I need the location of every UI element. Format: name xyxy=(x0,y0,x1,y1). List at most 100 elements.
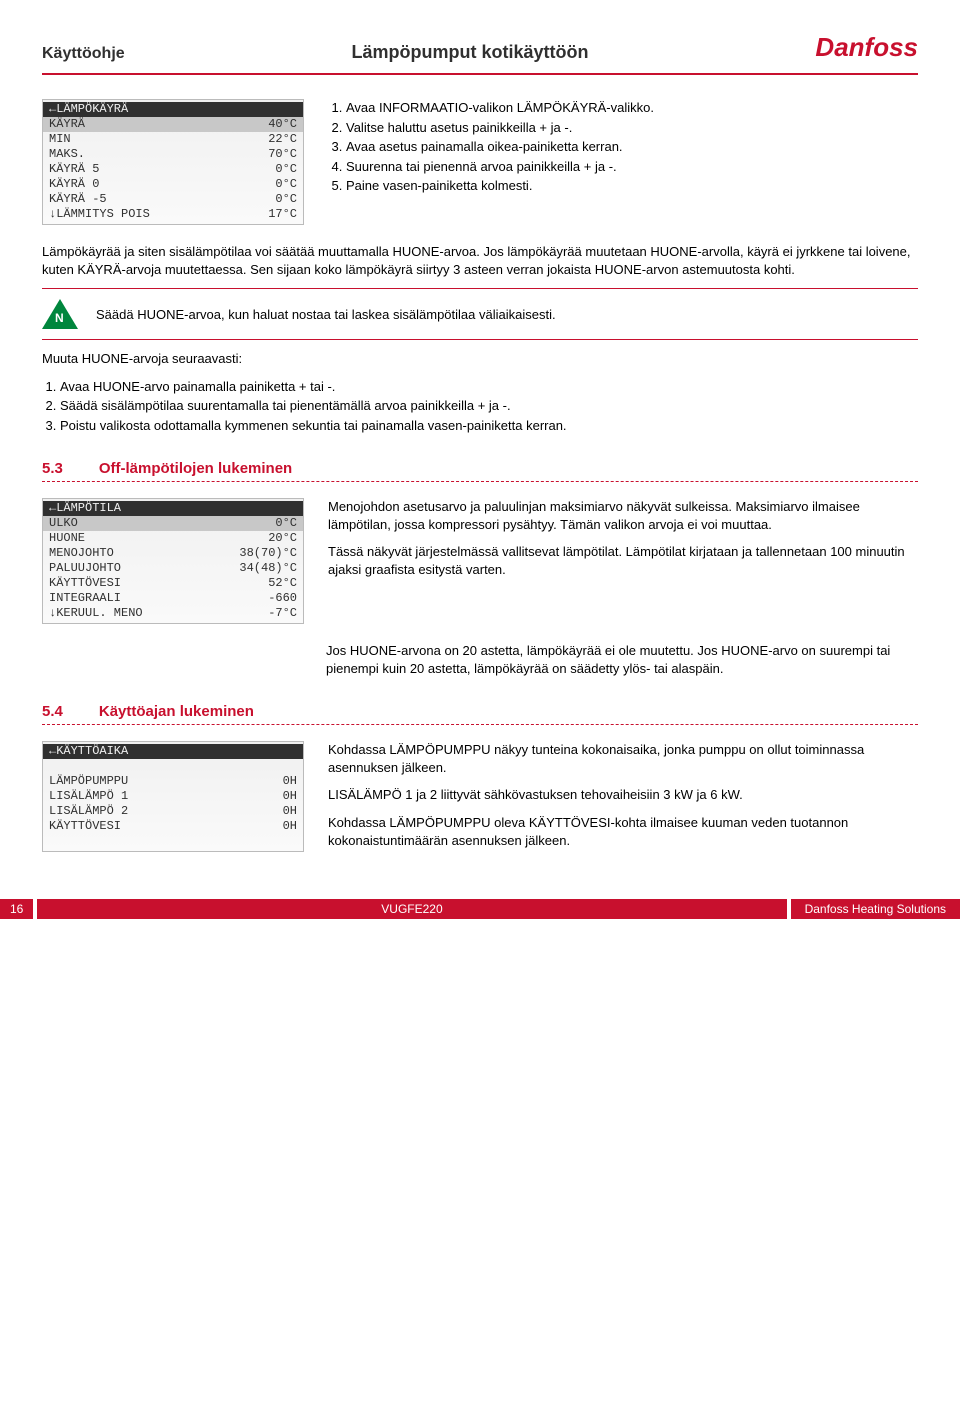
section-5-3-heading: 5.3 Off-lämpötilojen lukeminen xyxy=(42,460,918,477)
lcd-row: LÄMPÖPUMPPU 0H xyxy=(43,774,303,789)
lcd-row: ↓KERUUL. MENO -7°C xyxy=(43,606,303,621)
para-53a: Menojohdon asetusarvo ja paluulinjan mak… xyxy=(328,498,918,533)
lcd-row-label: MIN xyxy=(49,132,71,147)
lcd-row-label xyxy=(49,834,56,849)
lcd-row-value: 17°C xyxy=(268,207,297,222)
step-item: Valitse haluttu asetus painikkeilla + ja… xyxy=(346,119,918,137)
note-rule-top xyxy=(42,288,918,289)
para-53b: Tässä näkyvät järjestelmässä vallitsevat… xyxy=(328,543,918,578)
note-text: Säädä HUONE-arvoa, kun haluat nostaa tai… xyxy=(96,307,556,322)
lcd-title: ←KÄYTTÖAIKA xyxy=(43,744,303,759)
lcd-row: KÄYRÄ 40°C xyxy=(43,117,303,132)
lcd-title: ←LÄMPÖKÄYRÄ xyxy=(43,102,303,117)
lcd-row-value: 0H xyxy=(283,819,297,834)
lcd-row: MAKS.70°C xyxy=(43,147,303,162)
lcd-row-value: 0°C xyxy=(275,516,297,531)
section-title: Käyttöajan lukeminen xyxy=(99,703,254,720)
lcd-row-value: -7°C xyxy=(268,606,297,621)
lcd-row-value: 0°C xyxy=(275,162,297,177)
section-5-3-rule xyxy=(42,481,918,482)
para-53c: Jos HUONE-arvona on 20 astetta, lämpökäy… xyxy=(326,642,918,677)
lcd-row: KÄYRÄ -5 0°C xyxy=(43,192,303,207)
steps-lampokayra: Avaa INFORMAATIO-valikon LÄMPÖKÄYRÄ-vali… xyxy=(328,99,918,195)
lcd-row: KÄYRÄ 5 0°C xyxy=(43,162,303,177)
lcd-row-value: 38(70)°C xyxy=(239,546,297,561)
lcd-row-label: KÄYRÄ 0 xyxy=(49,177,99,192)
lcd-row: KÄYRÄ 0 0°C xyxy=(43,177,303,192)
step-item: Suurenna tai pienennä arvoa painikkeilla… xyxy=(346,158,918,176)
lcd-row-label: KÄYRÄ xyxy=(49,117,85,132)
lcd-row-value: 22°C xyxy=(268,132,297,147)
footer-page-number: 16 xyxy=(0,899,33,919)
lcd-row-value: 0H xyxy=(283,774,297,789)
steps-huone: Avaa HUONE-arvo painamalla painiketta + … xyxy=(42,378,918,435)
page-footer: 16 VUGFE220 Danfoss Heating Solutions xyxy=(0,899,960,919)
lcd-lampokayra: ←LÄMPÖKÄYRÄKÄYRÄ40°CMIN22°CMAKS.70°CKÄYR… xyxy=(42,99,304,225)
page-header: Käyttöohje Lämpöpumput kotikäyttöön Danf… xyxy=(42,32,918,63)
paragraph-change-huone: Muuta HUONE-arvoja seuraavasti: xyxy=(42,350,918,368)
section-number: 5.3 xyxy=(42,460,63,477)
section-5-4-heading: 5.4 Käyttöajan lukeminen xyxy=(42,703,918,720)
section-title: Off-lämpötilojen lukeminen xyxy=(99,460,292,477)
lcd-row-value: 0°C xyxy=(275,192,297,207)
step-item: Poistu valikosta odottamalla kymmenen se… xyxy=(60,417,918,435)
lcd-row: LISÄLÄMPÖ 1 0H xyxy=(43,789,303,804)
note-triangle-icon: N xyxy=(42,299,78,329)
para-54b: LISÄLÄMPÖ 1 ja 2 liittyvät sähkövastukse… xyxy=(328,786,918,804)
lcd-row-label: HUONE xyxy=(49,531,85,546)
step-item: Avaa asetus painamalla oikea-painiketta … xyxy=(346,138,918,156)
lcd-row-label: KÄYTTÖVESI xyxy=(49,576,121,591)
section-5-4-rule xyxy=(42,724,918,725)
lcd-kayttoaika: ←KÄYTTÖAIKA LÄMPÖPUMPPU0HLISÄLÄMPÖ 10HLI… xyxy=(42,741,304,852)
footer-company: Danfoss Heating Solutions xyxy=(791,899,960,919)
lcd-row: KÄYTTÖVESI 52°C xyxy=(43,576,303,591)
lcd-row-label xyxy=(49,759,56,774)
lcd-row-value: 20°C xyxy=(268,531,297,546)
lcd-row: INTEGRAALI -660 xyxy=(43,591,303,606)
lcd-row: KÄYTTÖVESI 0H xyxy=(43,819,303,834)
lcd-row: ULKO 0°C xyxy=(43,516,303,531)
section-number: 5.4 xyxy=(42,703,63,720)
footer-code: VUGFE220 xyxy=(37,899,786,919)
lcd-row-value: -660 xyxy=(268,591,297,606)
header-left: Käyttöohje xyxy=(42,45,125,63)
step-item: Avaa HUONE-arvo painamalla painiketta + … xyxy=(60,378,918,396)
lcd-row: PALUUJOHTO 34(48)°C xyxy=(43,561,303,576)
lcd-row: HUONE 20°C xyxy=(43,531,303,546)
lcd-row-label: ↓LÄMMITYS POIS xyxy=(49,207,150,222)
lcd-row xyxy=(43,834,303,849)
lcd-row-label: ↓KERUUL. MENO xyxy=(49,606,143,621)
lcd-row-value: 52°C xyxy=(268,576,297,591)
para-54c: Kohdassa LÄMPÖPUMPPU oleva KÄYTTÖVESI-ko… xyxy=(328,814,918,849)
lcd-title: ←LÄMPÖTILA xyxy=(43,501,303,516)
lcd-row-label: PALUUJOHTO xyxy=(49,561,121,576)
step-item: Avaa INFORMAATIO-valikon LÄMPÖKÄYRÄ-vali… xyxy=(346,99,918,117)
lcd-row: ↓LÄMMITYS POIS 17°C xyxy=(43,207,303,222)
header-rule xyxy=(42,73,918,75)
lcd-row-label: KÄYRÄ -5 xyxy=(49,192,107,207)
lcd-row-value: 0H xyxy=(283,804,297,819)
lcd-lampotila: ←LÄMPÖTILAULKO 0°C HUONE 20°C MENOJOHTO 38(70… xyxy=(42,498,304,624)
lcd-row-value: 34(48)°C xyxy=(239,561,297,576)
note-block: N Säädä HUONE-arvoa, kun haluat nostaa t… xyxy=(42,299,918,329)
lcd-row-label: KÄYTTÖVESI xyxy=(49,819,121,834)
step-item: Säädä sisälämpötilaa suurentamalla tai p… xyxy=(60,397,918,415)
lcd-row-label: LISÄLÄMPÖ 1 xyxy=(49,789,128,804)
lcd-row-label: LISÄLÄMPÖ 2 xyxy=(49,804,128,819)
lcd-row-label: INTEGRAALI xyxy=(49,591,121,606)
para-54a: Kohdassa LÄMPÖPUMPPU näkyy tunteina koko… xyxy=(328,741,918,776)
lcd-row-label: ULKO xyxy=(49,516,78,531)
lcd-row: LISÄLÄMPÖ 2 0H xyxy=(43,804,303,819)
lcd-row-value: 70°C xyxy=(268,147,297,162)
lcd-row: MIN 22°C xyxy=(43,132,303,147)
lcd-row-label: KÄYRÄ 5 xyxy=(49,162,99,177)
lcd-row-label: LÄMPÖPUMPPU xyxy=(49,774,128,789)
lcd-row xyxy=(43,759,303,774)
paragraph-huone-explain: Lämpökäyrää ja siten sisälämpötilaa voi … xyxy=(42,243,918,278)
lcd-row-label: MENOJOHTO xyxy=(49,546,114,561)
lcd-row-value: 0H xyxy=(283,789,297,804)
lcd-row-value: 40°C xyxy=(268,117,297,132)
header-center: Lämpöpumput kotikäyttöön xyxy=(125,42,816,63)
lcd-row: MENOJOHTO 38(70)°C xyxy=(43,546,303,561)
lcd-row-value: 0°C xyxy=(275,177,297,192)
